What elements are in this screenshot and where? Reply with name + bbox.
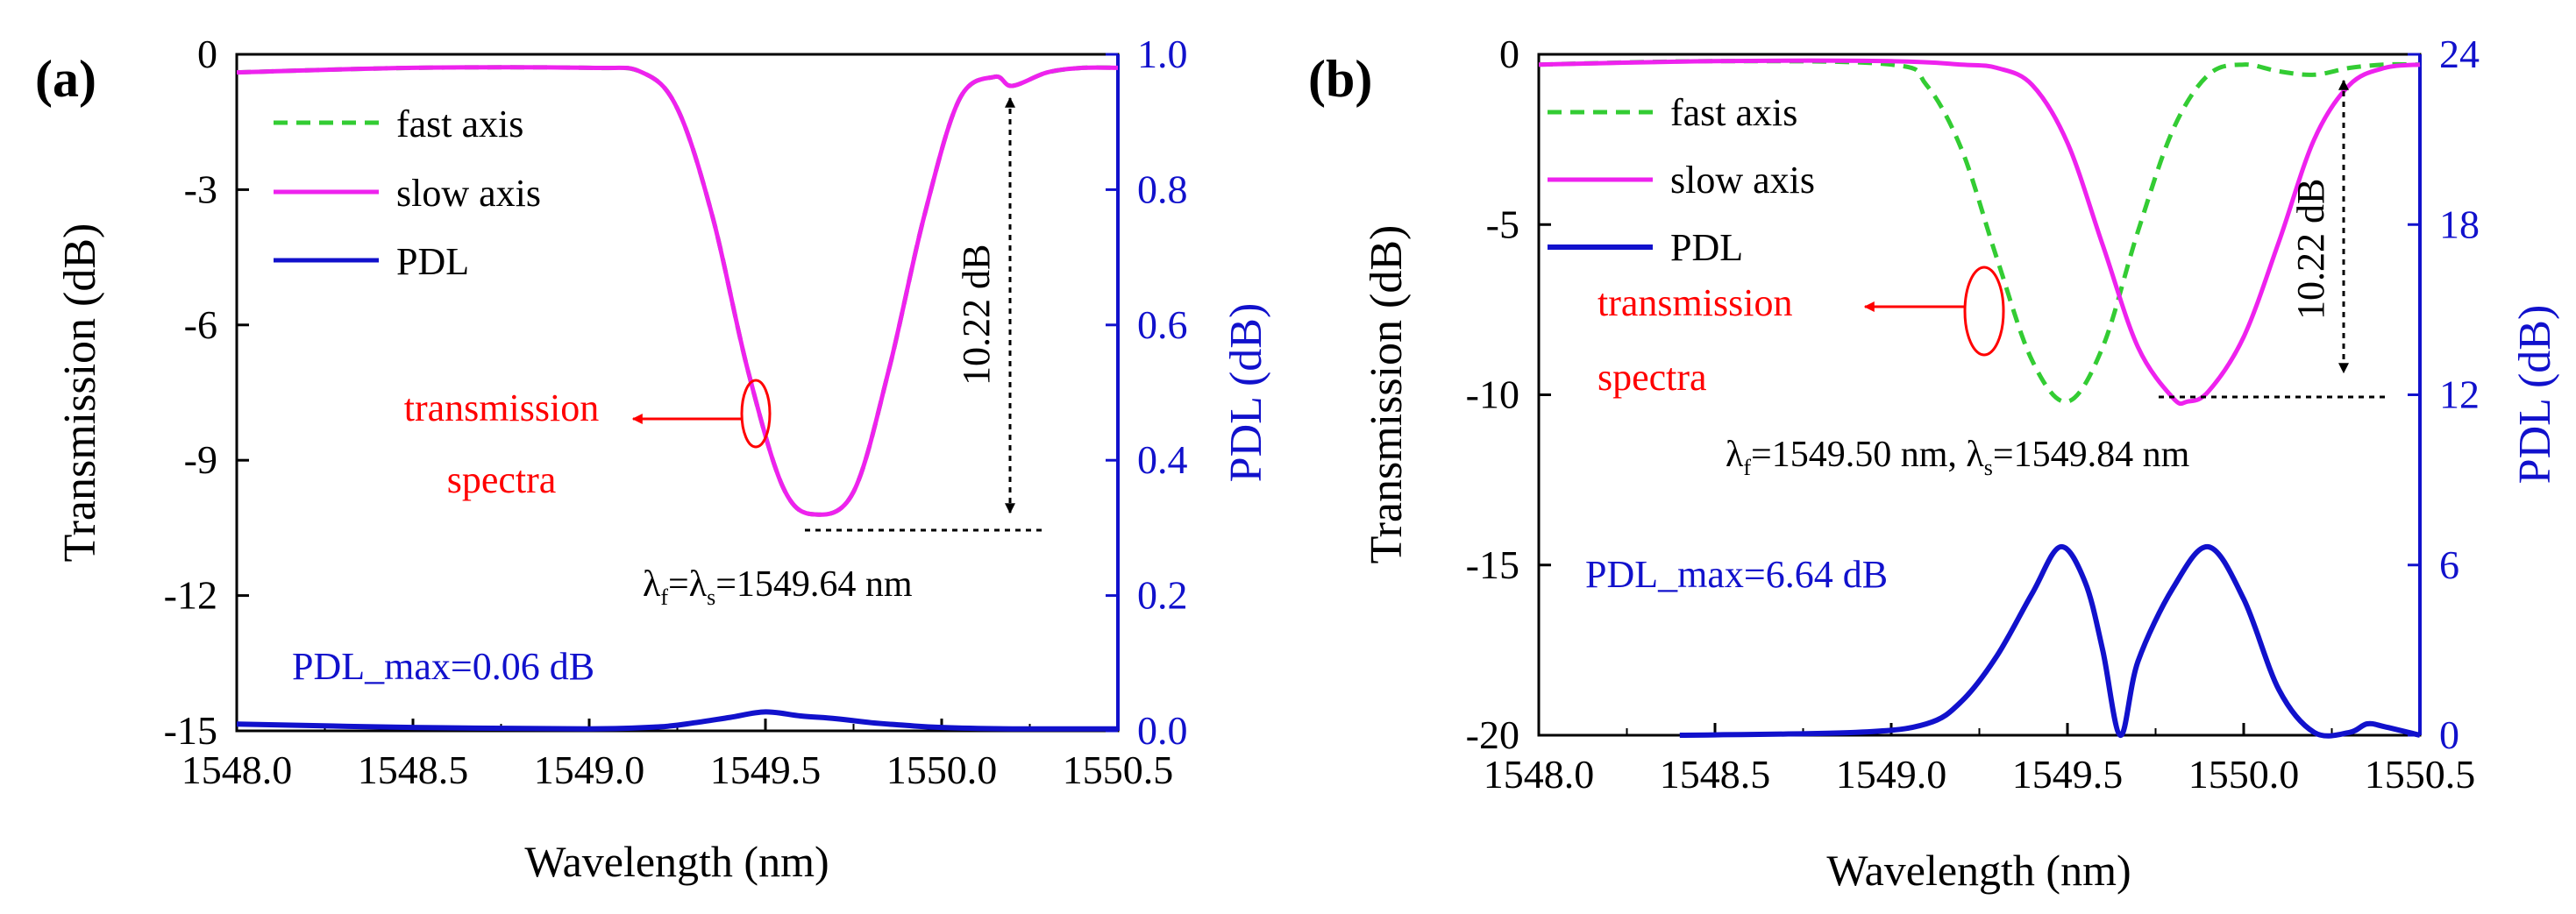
legend-a: fast axis slow axis PDL	[274, 103, 541, 283]
y-tick-label: -6	[184, 302, 217, 347]
depth-label-a: 10.22 dB	[955, 244, 998, 386]
legend-label-pdl-b: PDL	[1670, 226, 1743, 269]
y-tick-label: -15	[164, 708, 217, 753]
y-axis-a: 0 -3 -6 -9 -12 -15	[164, 32, 249, 753]
y-tick-label: -20	[1466, 712, 1519, 757]
spectra-label-a-line1: transmission	[404, 386, 599, 429]
panel-label-a: (a)	[35, 50, 96, 108]
y2-tick-label: 0.4	[1137, 437, 1188, 482]
y-axis-label-a: Transmission (dB)	[55, 223, 105, 563]
legend-b: fast axis slow axis PDL	[1548, 91, 1815, 269]
y-tick-label: 0	[1499, 32, 1519, 76]
pdl-max-label-b: PDL_max=6.64 dB	[1585, 553, 1888, 596]
x-axis-label-b: Wavelength (nm)	[1826, 846, 2131, 895]
wavelength-annotation-a: λf=λs=1549.64 nm	[643, 564, 913, 610]
legend-label-fast-axis-a: fast axis	[396, 103, 523, 145]
x-tick-label: 1548.0	[181, 747, 293, 792]
y-tick-label: -12	[164, 573, 217, 618]
y-tick-label: 0	[197, 32, 217, 76]
x-tick-label: 1549.5	[2012, 752, 2124, 797]
panel-b: (b) 1548.0 1548.5 1549.0 1549.5 1550.0 1550.5…	[1308, 32, 2560, 895]
y-axis-b: 0 -5 -10 -15 -20	[1466, 32, 1551, 757]
depth-label-b: 10.22 dB	[2289, 179, 2332, 320]
x-tick-label: 1548.5	[358, 747, 469, 792]
y-tick-label: -9	[184, 437, 217, 482]
y2-tick-label: 0.0	[1137, 708, 1188, 753]
legend-label-fast-axis-b: fast axis	[1670, 91, 1797, 134]
pdl-max-label-a: PDL_max=0.06 dB	[292, 645, 594, 688]
series-line-pdl	[236, 709, 1119, 732]
y-axis-label-b: Transmission (dB)	[1362, 225, 1412, 564]
series-line-slow-axis	[236, 65, 1119, 517]
y2-tick-label: 0	[2439, 712, 2459, 757]
y-tick-label: -3	[184, 167, 217, 211]
y2-tick-label: 12	[2439, 372, 2480, 417]
y2-tick-label: 6	[2439, 542, 2459, 587]
x-tick-label: 1548.5	[1660, 752, 1771, 797]
y2-tick-label: 0.6	[1137, 302, 1188, 347]
y2-axis-label-b: PDL (dB)	[2510, 305, 2560, 485]
x-tick-label: 1548.0	[1484, 752, 1595, 797]
y-tick-label: -5	[1486, 202, 1519, 246]
y2-axis-b: 24 18 12 6 0	[2408, 32, 2480, 757]
x-axis-b: 1548.0 1548.5 1549.0 1549.5 1550.0 1550.5	[1484, 723, 2476, 797]
series-line-slow-axis	[1538, 58, 2421, 407]
spectra-label-b-line1: transmission	[1598, 281, 1792, 324]
plot-frame-a	[235, 53, 1120, 733]
y2-axis-label-a: PDL (dB)	[1221, 303, 1271, 483]
x-tick-label: 1550.5	[1063, 747, 1174, 792]
x-tick-label: 1550.0	[2188, 752, 2300, 797]
x-tick-label: 1550.5	[2365, 752, 2476, 797]
series-line-pdl	[1679, 544, 2421, 739]
wavelength-annotation-b: λf=1549.50 nm, λs=1549.84 nm	[1726, 435, 2190, 480]
x-tick-label: 1549.0	[534, 747, 645, 792]
series-line-fast-axis	[1538, 59, 2421, 404]
legend-label-pdl-a: PDL	[396, 240, 469, 283]
spectra-ellipse-b	[1963, 266, 2005, 357]
y-tick-label: -15	[1466, 542, 1519, 587]
y-tick-label: -10	[1466, 372, 1519, 417]
legend-label-slow-axis-a: slow axis	[396, 172, 541, 215]
y2-tick-label: 24	[2439, 32, 2480, 76]
x-axis-label-a: Wavelength (nm)	[524, 837, 829, 886]
series-group-b	[1538, 58, 2421, 739]
y2-tick-label: 0.2	[1137, 573, 1188, 618]
x-axis-a: 1548.0 1548.5 1549.0 1549.5 1550.0 1550.5	[181, 719, 1174, 792]
y2-tick-label: 1.0	[1137, 32, 1188, 76]
panel-label-b: (b)	[1308, 50, 1372, 108]
y2-tick-label: 18	[2439, 202, 2480, 246]
y2-tick-label: 0.8	[1137, 167, 1188, 211]
legend-label-slow-axis-b: slow axis	[1670, 159, 1815, 202]
x-tick-label: 1550.0	[886, 747, 998, 792]
series-group-a	[236, 65, 1119, 732]
spectra-label-a-line2: spectra	[447, 458, 557, 501]
x-tick-label: 1549.5	[710, 747, 822, 792]
x-tick-label: 1549.0	[1836, 752, 1947, 797]
panel-a: (a) 1548.0 1548.5 1549.0 1549.5 1550.0 1550.5…	[35, 32, 1271, 886]
spectra-ellipse-a	[740, 379, 772, 449]
spectra-label-b-line2: spectra	[1598, 356, 1707, 399]
y2-axis-a: 1.0 0.8 0.6 0.4 0.2 0.0	[1106, 32, 1188, 753]
